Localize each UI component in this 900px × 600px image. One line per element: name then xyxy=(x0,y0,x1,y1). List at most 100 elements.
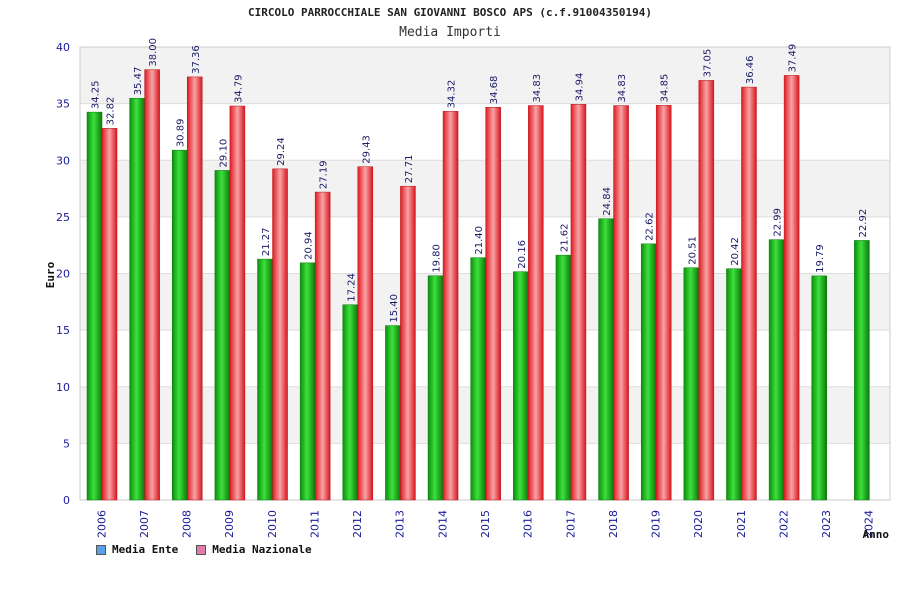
data-label: 27.71 xyxy=(404,155,415,184)
x-tick-label: 2008 xyxy=(181,510,194,538)
data-label: 22.99 xyxy=(773,208,784,237)
bar-media-nazionale-2009 xyxy=(229,105,246,501)
data-label: 37.05 xyxy=(702,49,713,78)
data-label: 24.84 xyxy=(602,187,613,216)
x-tick-label: 2006 xyxy=(95,510,108,538)
data-label: 32.82 xyxy=(106,97,117,126)
y-tick-label: 15 xyxy=(56,324,70,337)
data-label: 38.00 xyxy=(148,38,159,67)
y-tick-label: 10 xyxy=(56,381,70,394)
bar-media-nazionale-2006 xyxy=(101,128,118,501)
data-label: 21.40 xyxy=(474,226,485,255)
x-tick-label: 2010 xyxy=(266,510,279,538)
x-tick-label: 2019 xyxy=(650,510,663,538)
bar-media-ente-2022 xyxy=(768,239,785,501)
x-tick-label: 2013 xyxy=(394,510,407,538)
data-label: 34.83 xyxy=(617,74,628,103)
bar-media-ente-2007 xyxy=(129,98,145,501)
y-tick-label: 25 xyxy=(56,211,70,224)
y-tick-label: 40 xyxy=(56,41,70,54)
legend-swatch-media-ente xyxy=(96,544,106,555)
x-tick-label: 2007 xyxy=(138,510,151,538)
bar-media-ente-2018 xyxy=(598,218,614,501)
bar-media-nazionale-2012 xyxy=(357,166,374,501)
data-label: 34.85 xyxy=(660,74,671,103)
x-tick-label: 2011 xyxy=(308,510,321,538)
bar-media-nazionale-2014 xyxy=(442,111,459,501)
bar-media-nazionale-2011 xyxy=(314,191,331,501)
bar-media-ente-2019 xyxy=(640,243,657,501)
legend-swatch-media-nazionale xyxy=(196,544,207,555)
y-tick-label: 5 xyxy=(63,437,70,450)
data-label: 29.43 xyxy=(361,135,372,164)
bar-media-ente-2015 xyxy=(470,257,486,501)
data-label: 20.94 xyxy=(304,231,315,260)
x-axis-label: Anno xyxy=(863,528,890,541)
data-label: 17.24 xyxy=(346,273,357,302)
bar-media-ente-2008 xyxy=(172,149,188,501)
x-tick-label: 2016 xyxy=(522,510,535,538)
data-label: 21.27 xyxy=(261,227,272,256)
bar-media-ente-2017 xyxy=(555,254,572,501)
bar-media-ente-2006 xyxy=(86,111,103,501)
bar-media-nazionale-2016 xyxy=(528,105,544,501)
data-label: 34.68 xyxy=(489,76,500,105)
x-tick-label: 2021 xyxy=(735,510,748,538)
chart-legend: Media Ente Media Nazionale xyxy=(96,543,312,556)
data-label: 34.83 xyxy=(532,74,543,103)
bar-media-ente-2014 xyxy=(427,275,444,501)
bar-media-nazionale-2010 xyxy=(272,168,288,501)
bar-media-ente-2009 xyxy=(214,170,231,501)
bar-media-ente-2016 xyxy=(513,271,529,501)
x-tick-label: 2022 xyxy=(777,510,790,538)
x-tick-label: 2014 xyxy=(436,510,449,538)
x-tick-label: 2017 xyxy=(564,510,577,538)
x-tick-label: 2024 xyxy=(863,510,876,538)
data-label: 19.79 xyxy=(815,244,826,273)
data-label: 37.36 xyxy=(191,45,202,74)
bar-media-ente-2021 xyxy=(726,268,742,501)
x-tick-label: 2012 xyxy=(351,510,364,538)
y-tick-label: 35 xyxy=(56,98,70,111)
legend-label-media-nazionale: Media Nazionale xyxy=(212,543,312,556)
bar-media-ente-2020 xyxy=(683,267,700,501)
data-label: 29.10 xyxy=(218,139,229,168)
bar-media-nazionale-2021 xyxy=(741,86,757,501)
bar-media-ente-2010 xyxy=(257,258,273,501)
data-label: 34.94 xyxy=(574,73,585,102)
bar-media-nazionale-2015 xyxy=(485,106,501,501)
data-label: 37.49 xyxy=(788,44,799,73)
x-tick-label: 2023 xyxy=(820,510,833,538)
bar-media-nazionale-2019 xyxy=(655,105,672,501)
bar-media-nazionale-2022 xyxy=(783,75,800,501)
data-label: 20.42 xyxy=(730,237,741,266)
bar-media-nazionale-2020 xyxy=(698,80,715,501)
y-tick-label: 30 xyxy=(56,154,70,167)
bar-media-nazionale-2007 xyxy=(144,69,160,501)
bar-media-nazionale-2017 xyxy=(570,104,587,501)
data-label: 29.24 xyxy=(276,137,287,166)
x-tick-label: 2018 xyxy=(607,510,620,538)
data-label: 36.46 xyxy=(745,55,756,84)
data-label: 15.40 xyxy=(389,294,400,323)
data-label: 30.89 xyxy=(176,119,187,148)
y-axis-label: Euro xyxy=(44,261,57,288)
bar-media-nazionale-2018 xyxy=(613,105,629,501)
data-label: 34.25 xyxy=(91,80,102,109)
data-label: 34.32 xyxy=(447,80,458,109)
y-tick-label: 20 xyxy=(56,268,70,281)
bar-media-nazionale-2013 xyxy=(400,185,416,501)
data-label: 20.51 xyxy=(687,236,698,265)
legend-item-media-nazionale: Media Nazionale xyxy=(196,543,312,556)
data-label: 21.62 xyxy=(559,224,570,253)
x-tick-label: 2015 xyxy=(479,510,492,538)
bar-media-nazionale-2008 xyxy=(187,76,203,501)
bar-media-ente-2012 xyxy=(342,304,359,501)
x-tick-label: 2020 xyxy=(692,510,705,538)
legend-item-media-ente: Media Ente xyxy=(96,543,178,556)
x-tick-label: 2009 xyxy=(223,510,236,538)
data-label: 34.79 xyxy=(233,74,244,103)
legend-label-media-ente: Media Ente xyxy=(112,543,179,556)
chart-title: CIRCOLO PARROCCHIALE SAN GIOVANNI BOSCO … xyxy=(248,6,652,19)
